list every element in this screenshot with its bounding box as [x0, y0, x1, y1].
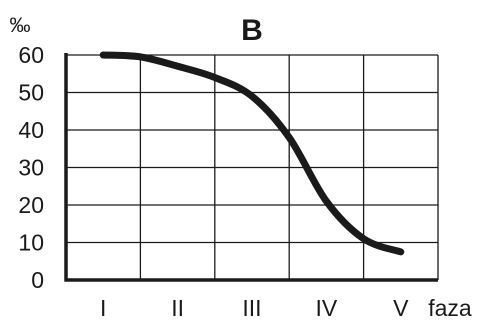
x-tick-I: I: [100, 295, 106, 321]
x-tick-labels: I II III IV V: [100, 295, 409, 321]
axes: [64, 53, 438, 282]
y-tick-20: 20: [18, 192, 44, 218]
y-unit-label: ‰: [10, 14, 31, 37]
y-tick-40: 40: [18, 117, 44, 143]
x-tick-V: V: [393, 295, 409, 321]
x-tick-III: III: [242, 295, 261, 321]
y-tick-50: 50: [18, 80, 44, 106]
y-tick-60: 60: [18, 42, 44, 68]
y-tick-10: 10: [18, 230, 44, 256]
chart-title: B: [241, 14, 263, 47]
y-tick-30: 30: [18, 155, 44, 181]
x-tick-IV: IV: [316, 295, 338, 321]
y-tick-labels: 0 10 20 30 40 50 60: [18, 42, 44, 293]
x-axis-label: faza: [428, 295, 472, 321]
y-tick-0: 0: [31, 267, 44, 293]
series-line: [99, 51, 405, 256]
x-tick-II: II: [171, 295, 184, 321]
